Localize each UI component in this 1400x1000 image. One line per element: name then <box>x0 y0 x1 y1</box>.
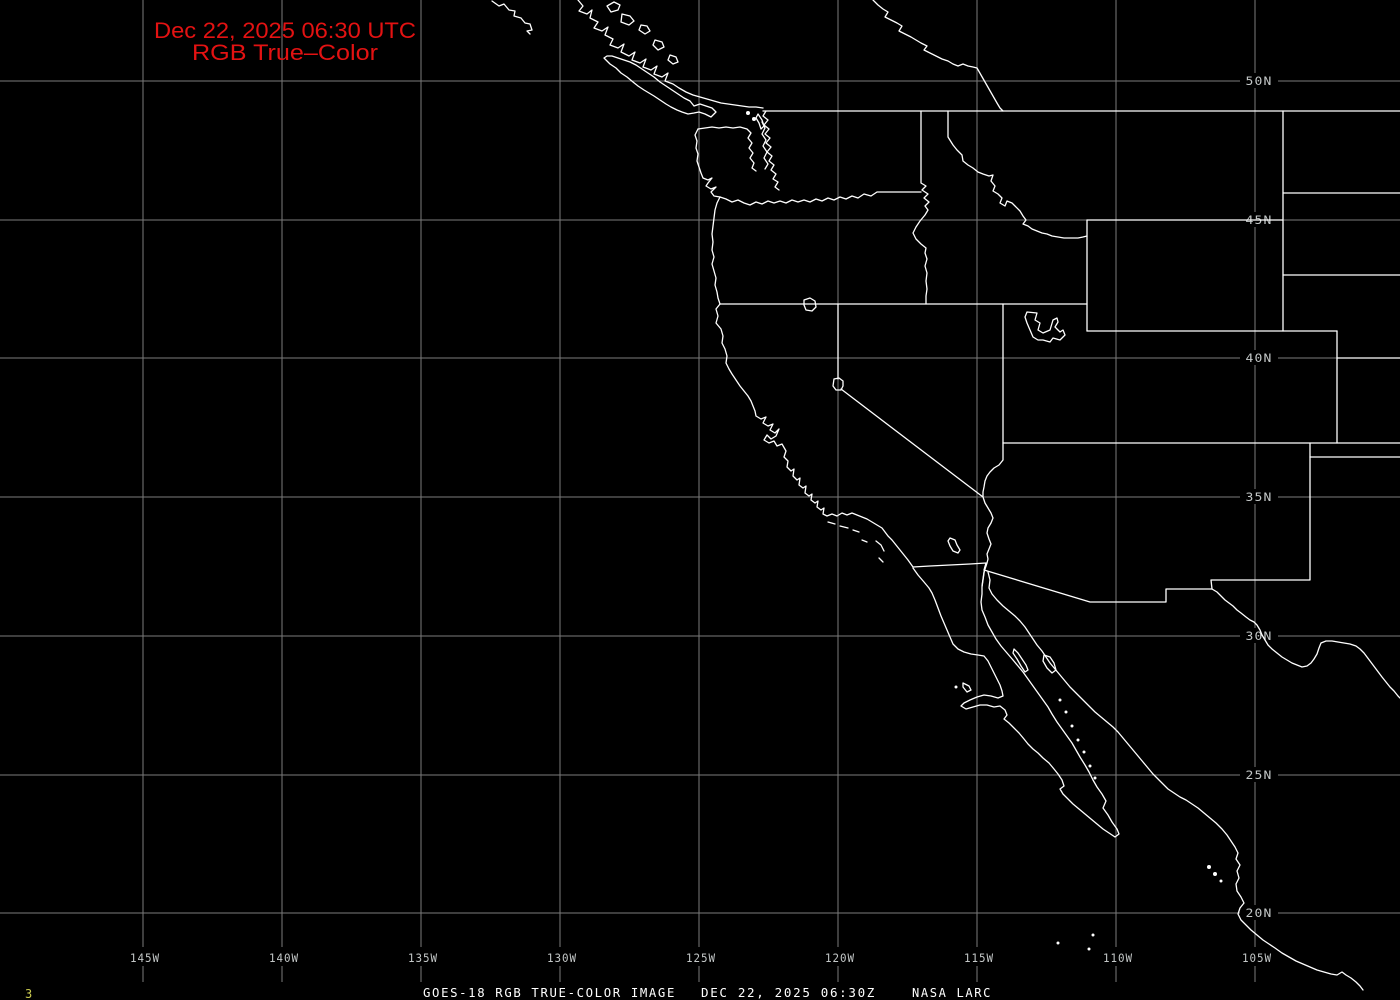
whidbey-island <box>755 113 765 130</box>
puget-sound-channel <box>761 121 769 170</box>
caption-product: GOES-18 RGB TRUE-COLOR IMAGE <box>423 986 676 1000</box>
longitude-label: 105W <box>1242 951 1272 965</box>
latitude-label: 40N <box>1246 351 1273 365</box>
longitude-label: 115W <box>964 951 994 965</box>
salton-sea <box>947 537 961 554</box>
longitude-label: 110W <box>1103 951 1133 965</box>
latitude-label-backing <box>1240 628 1278 643</box>
bc-mainland-coast <box>577 0 764 109</box>
gulf-islands <box>954 685 1097 780</box>
rio-grande-border <box>1211 588 1400 699</box>
latitude-label: 20N <box>1246 906 1273 920</box>
colorado-river-border <box>982 442 1004 567</box>
timestamp-overlay: Dec 22, 2025 06:30 UTC <box>154 18 416 43</box>
olympic-peninsula-coast <box>697 126 757 172</box>
oregon-coast <box>711 196 721 305</box>
mexico-mainland-coast <box>987 571 1364 991</box>
latitude-label-backing <box>1240 73 1278 88</box>
product-name-overlay: RGB True–Color <box>192 40 378 65</box>
idaho-montana-border <box>947 110 1088 239</box>
latitude-label-backing <box>1240 489 1278 504</box>
longitude-label-backing <box>263 947 301 966</box>
caption-timestamp: DEC 22, 2025 06:30Z <box>701 986 876 1000</box>
goose-lake <box>803 297 817 312</box>
washington-coast <box>694 128 721 198</box>
latitude-label: 30N <box>1246 629 1273 643</box>
idaho-west-border <box>912 110 930 305</box>
latitude-label-backing <box>1240 767 1278 782</box>
longitude-label-backing <box>958 947 996 966</box>
latitude-label: 35N <box>1246 490 1273 504</box>
inside-passage-islands <box>606 1 679 65</box>
longitude-label-backing <box>402 947 440 966</box>
bc-alberta-border <box>872 0 1004 112</box>
latitude-label-backing <box>1240 350 1278 365</box>
longitude-label: 140W <box>269 951 299 965</box>
california-coast <box>715 303 914 568</box>
lake-tahoe <box>832 377 844 391</box>
vancouver-island <box>603 55 717 118</box>
bc-island-chain <box>491 0 533 35</box>
latitude-label: 25N <box>1246 768 1273 782</box>
longitude-label: 145W <box>130 951 160 965</box>
longitude-label: 120W <box>825 951 855 965</box>
san-juan-island <box>752 117 756 121</box>
longitude-label: 125W <box>686 951 716 965</box>
san-juan-island <box>746 111 750 115</box>
isla-cedros <box>962 682 972 693</box>
channel-islands <box>827 521 885 563</box>
longitude-label-backing <box>819 947 857 966</box>
caption-credit: NASA LARC <box>912 986 992 1000</box>
columbia-river-border <box>719 191 922 206</box>
longitude-label-backing <box>541 947 579 966</box>
latitude-label: 50N <box>1246 74 1273 88</box>
coastline-border-overlay <box>491 0 1400 991</box>
california-nevada-border-diagonal <box>840 388 984 498</box>
us-mexico-border <box>912 562 1213 603</box>
frame-number: 3 <box>25 987 32 1000</box>
great-salt-lake <box>1024 311 1066 343</box>
latitude-label-backing <box>1240 905 1278 920</box>
new-mexico-texas-border <box>1210 442 1311 590</box>
longitude-label-backing <box>124 947 162 966</box>
longitude-label-backing <box>680 947 718 966</box>
isla-angel-de-la-guarda <box>1012 648 1029 673</box>
offshore-islands <box>1056 865 1223 951</box>
longitude-label-backing <box>1097 947 1135 966</box>
longitude-label: 135W <box>408 951 438 965</box>
longitude-label-backing <box>1236 947 1274 966</box>
longitude-label: 130W <box>547 951 577 965</box>
baja-california-coast <box>912 566 1120 838</box>
isla-tiburon <box>1042 654 1057 674</box>
